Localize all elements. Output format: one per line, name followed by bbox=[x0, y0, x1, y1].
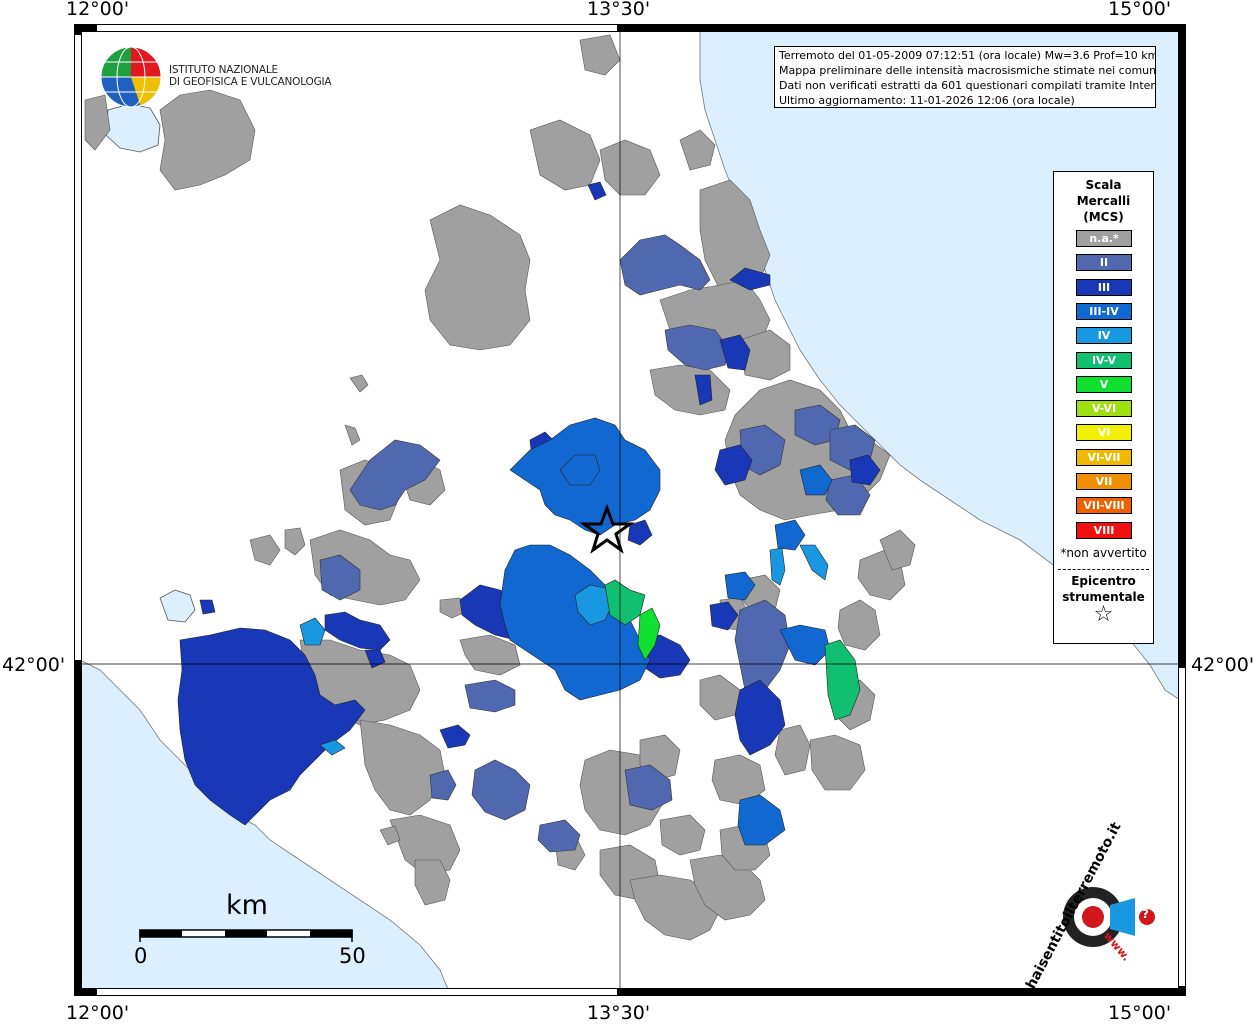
legend-swatch-6: V bbox=[1076, 375, 1132, 393]
lon-label-top-mid: 13°30' bbox=[587, 0, 651, 20]
legend-swatch-12: VIII bbox=[1076, 521, 1132, 539]
intensity-v-municipalities bbox=[637, 607, 661, 661]
lon-label-top-right: 15°00' bbox=[1108, 0, 1172, 20]
lon-label-bottom-right: 15°00' bbox=[1108, 1002, 1172, 1024]
legend-swatch-11: VII-VIII bbox=[1076, 497, 1132, 515]
scale-unit: km bbox=[226, 890, 268, 921]
event-info-box: Terremoto del 01-05-2009 07:12:51 (ora l… bbox=[774, 46, 1156, 108]
info-line4: Ultimo aggiornamento: 11-01-2026 12:06 (… bbox=[779, 94, 1075, 107]
lat-label-right: 42°00' bbox=[1191, 654, 1255, 676]
legend-swatch-9: VI-VII bbox=[1076, 448, 1132, 466]
ingv-line2: DI GEOFISICA E VULCANOLOGIA bbox=[169, 76, 332, 88]
legend-separator bbox=[1058, 569, 1149, 570]
mcs-legend: Scala Mercalli (MCS) n.a.* II III III-IV IV I… bbox=[1053, 171, 1154, 644]
legend-swatch-4: IV bbox=[1076, 327, 1132, 345]
legend-title: Scala Mercalli (MCS) bbox=[1054, 177, 1153, 225]
legend-star-icon: ☆ bbox=[1093, 602, 1114, 627]
scale-bar bbox=[139, 929, 353, 942]
lon-label-bottom-left: 12°00' bbox=[66, 1002, 130, 1024]
lake-small bbox=[159, 589, 196, 623]
frame-ticks bbox=[74, 24, 1186, 996]
legend-title-1: Scala bbox=[1085, 178, 1122, 192]
legend-swatch-2: III bbox=[1076, 278, 1132, 296]
info-line2: Mappa preliminare delle intensità macros… bbox=[779, 64, 1156, 77]
haisentito-question: ? bbox=[1142, 907, 1149, 921]
haisentito-logo-icon bbox=[1063, 887, 1155, 947]
legend-title-2: Mercalli bbox=[1076, 194, 1131, 208]
legend-swatch-1: II bbox=[1076, 254, 1132, 272]
tyrrhenian-sea bbox=[79, 659, 451, 995]
info-line1: Terremoto del 01-05-2009 07:12:51 (ora l… bbox=[779, 49, 1156, 62]
scale-start: 0 bbox=[134, 944, 148, 968]
legend-swatch-0: n.a.* bbox=[1076, 230, 1132, 247]
legend-note: *non avvertito bbox=[1060, 546, 1147, 560]
legend-swatch-8: VI bbox=[1076, 424, 1132, 442]
legend-epicenter-1: Epicentro bbox=[1071, 574, 1136, 588]
intensity-iv-municipalities bbox=[299, 544, 829, 756]
legend-swatch-3: III-IV bbox=[1076, 302, 1132, 320]
info-line3: Dati non verificati estratti da 601 ques… bbox=[779, 79, 1156, 92]
intensity-iv-v-municipalities bbox=[604, 579, 861, 721]
legend-swatch-10: VII bbox=[1076, 473, 1132, 490]
ingv-logo-text: ISTITUTO NAZIONALE DI GEOFISICA E VULCAN… bbox=[169, 64, 332, 88]
lon-label-bottom-mid: 13°30' bbox=[587, 1002, 651, 1024]
intensity-iii-municipalities bbox=[177, 181, 881, 826]
legend-swatch-5: IV-V bbox=[1076, 351, 1132, 369]
scale-end: 50 bbox=[339, 944, 366, 968]
intensity-iii-iv-municipalities bbox=[499, 417, 833, 846]
legend-epicenter-2: strumentale bbox=[1062, 590, 1145, 604]
ingv-line1: ISTITUTO NAZIONALE bbox=[169, 64, 278, 76]
legend-swatch-7: V-VI bbox=[1076, 400, 1132, 418]
legend-epicenter: Epicentro strumentale ☆ bbox=[1054, 573, 1153, 627]
lat-label-left: 42°00' bbox=[2, 654, 66, 676]
ingv-logo-icon bbox=[100, 46, 162, 108]
intensity-ii-municipalities bbox=[319, 234, 876, 853]
epicenter-star bbox=[579, 503, 635, 554]
lon-label-top-left: 12°00' bbox=[66, 0, 130, 20]
legend-title-3: (MCS) bbox=[1083, 210, 1124, 224]
